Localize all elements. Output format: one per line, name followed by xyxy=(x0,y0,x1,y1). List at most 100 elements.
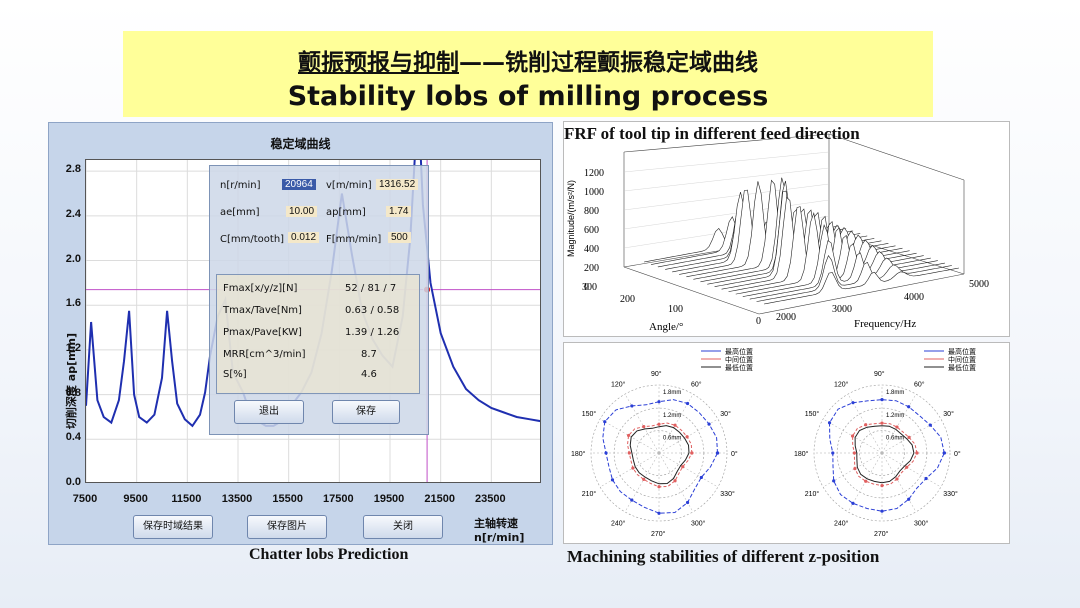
tmax-value: 0.63 / 0.58 xyxy=(345,305,400,316)
v-label: v[m/min] xyxy=(326,180,372,191)
x-tick-label: 9500 xyxy=(123,493,148,505)
exit-button[interactable]: 退出 xyxy=(234,400,304,424)
polar-angle-label: 180° xyxy=(571,450,586,458)
polar-angle-label: 0° xyxy=(731,450,738,458)
left-caption: Chatter lobs Prediction xyxy=(249,546,409,563)
polar-point xyxy=(880,509,884,513)
polar-angle-label: 210° xyxy=(805,490,820,498)
polar-angle-label: 300° xyxy=(914,519,929,527)
x-tick-label: 7500 xyxy=(72,493,98,505)
polar-series-line xyxy=(852,422,918,487)
x-tick-label: 13500 xyxy=(221,493,253,505)
polar-ring-label: 1.2mm xyxy=(663,413,681,419)
close-button[interactable]: 关闭 xyxy=(363,515,443,539)
polar-legend-label: 中间位置 xyxy=(948,355,976,364)
pmax-label: Pmax/Pave[KW] xyxy=(223,327,302,338)
ae-label: ae[mm] xyxy=(220,207,260,218)
tmax-label: Tmax/Tave[Nm] xyxy=(223,305,302,316)
polar-ring xyxy=(859,430,905,476)
polar-angle-label: 330° xyxy=(943,490,958,498)
frf-freq-label: Frequency/Hz xyxy=(854,318,916,330)
frf-angle-tick-0: 300 xyxy=(582,282,597,293)
n-field[interactable]: 20964 xyxy=(282,179,316,190)
polar-angle-label: 330° xyxy=(720,490,735,498)
fmax-value: 52 / 81 / 7 xyxy=(345,283,397,294)
frf-z-tick: 1000 xyxy=(584,187,604,198)
c-field[interactable]: 0.012 xyxy=(288,232,320,243)
frf-z-tick: 200 xyxy=(584,263,599,274)
frf-angle-tick-3: 0 xyxy=(756,316,761,327)
polar-ring-label: 1.8mm xyxy=(886,390,904,396)
frf-freq-tick-1: 3000 xyxy=(832,304,852,315)
ae-field[interactable]: 10.00 xyxy=(286,206,318,217)
polar-series-line xyxy=(602,399,718,514)
frf-angle-tick-2: 100 xyxy=(668,304,683,315)
polar-spoke xyxy=(881,393,917,454)
save-time-domain-button[interactable]: 保存时域结果 xyxy=(133,515,213,539)
s-label: S[%] xyxy=(223,369,247,380)
frf-z-tick: 0 xyxy=(584,282,589,293)
polar-angle-label: 150° xyxy=(805,410,820,418)
frf-freq-tick-0: 2000 xyxy=(776,312,796,323)
polar-angle-label: 150° xyxy=(582,410,597,418)
polar-point xyxy=(915,451,919,455)
frf-angle-label: Angle/° xyxy=(649,321,683,333)
y-tick-label: 0.0 xyxy=(65,476,81,488)
polar-spoke xyxy=(658,452,719,488)
result-group: Fmax[x/y/z][N] 52 / 81 / 7 Tmax/Tave[Nm]… xyxy=(216,274,420,394)
frf-freq-tick-3: 5000 xyxy=(969,279,989,290)
save-button[interactable]: 保存 xyxy=(332,400,400,424)
polar-angle-label: 60° xyxy=(691,381,702,389)
frf-ylabel: Magnitude/(m/s²/N) xyxy=(566,180,576,257)
polar-legend-label: 中间位置 xyxy=(725,355,753,364)
v-field[interactable]: 1316.52 xyxy=(376,179,419,190)
polar-angle-label: 90° xyxy=(651,370,662,378)
window-title: 稳定域曲线 xyxy=(270,137,331,151)
frf-title: FRF of tool tip in different feed direct… xyxy=(564,124,860,143)
frf-z-tick: 600 xyxy=(584,225,599,236)
polar-spoke xyxy=(881,452,942,488)
polar-ring xyxy=(590,384,728,522)
f-field[interactable]: 500 xyxy=(388,232,411,243)
ap-field[interactable]: 1.74 xyxy=(386,206,412,217)
frf-curve xyxy=(756,254,952,302)
cutting-parameter-panel: n[r/min] 20964 v[m/min] 1316.52 ae[mm] 1… xyxy=(209,165,429,435)
c-label: C[mm/tooth] xyxy=(220,234,285,245)
frf-curve xyxy=(763,267,960,305)
polar-angle-label: 30° xyxy=(720,410,731,418)
polar-plot-1: 1.8mm 1.2mm 0.6mm 90° 60° 30° 0° 330° 300° 270° 24… xyxy=(794,347,976,538)
y-tick-label: 2.0 xyxy=(65,252,81,265)
frf-freq-tick-2: 4000 xyxy=(904,292,924,303)
polar-angle-label: 120° xyxy=(834,381,849,389)
y-tick-label: 0.4 xyxy=(65,431,81,444)
mrr-value: 8.7 xyxy=(361,349,377,360)
polar-spoke xyxy=(822,452,883,488)
polar-legend-label: 最低位置 xyxy=(948,363,976,372)
frf-waterfall-svg: Magnitude/(m/s²/N) 300 200 100 0 Angle/°… xyxy=(566,133,989,333)
polar-spoke xyxy=(599,452,660,488)
polar-angle-label: 180° xyxy=(794,450,809,458)
polar-angle-label: 120° xyxy=(611,381,626,389)
polar-caption: Machining stabilities of different z-pos… xyxy=(567,547,880,566)
x-tick-label: 19500 xyxy=(373,493,405,505)
y-tick-label: 2.8 xyxy=(65,163,81,176)
polar-ring-label: 1.8mm xyxy=(663,390,681,396)
polar-angle-label: 60° xyxy=(914,381,925,389)
y-tick-label: 2.4 xyxy=(65,207,81,220)
save-image-button[interactable]: 保存图片 xyxy=(247,515,327,539)
x-tick-label: 21500 xyxy=(424,493,455,505)
polar-angle-label: 300° xyxy=(691,519,706,527)
s-value: 4.6 xyxy=(361,369,377,380)
ap-label: ap[mm] xyxy=(326,207,366,218)
polar-point xyxy=(626,433,631,438)
y-tick-label: 0.8 xyxy=(65,386,81,399)
polar-angle-label: 0° xyxy=(954,450,961,458)
polar-series-line xyxy=(629,425,690,485)
polar-angle-label: 240° xyxy=(834,519,849,527)
slide-title-cn-main: 颤振预报与抑制 xyxy=(298,50,459,76)
x-tick-label: 17500 xyxy=(323,493,354,505)
frf-z-tick: 400 xyxy=(584,244,599,255)
y-tick-label: 1.2 xyxy=(65,341,81,354)
fmax-label: Fmax[x/y/z][N] xyxy=(223,283,298,294)
polar-spoke xyxy=(881,452,917,513)
